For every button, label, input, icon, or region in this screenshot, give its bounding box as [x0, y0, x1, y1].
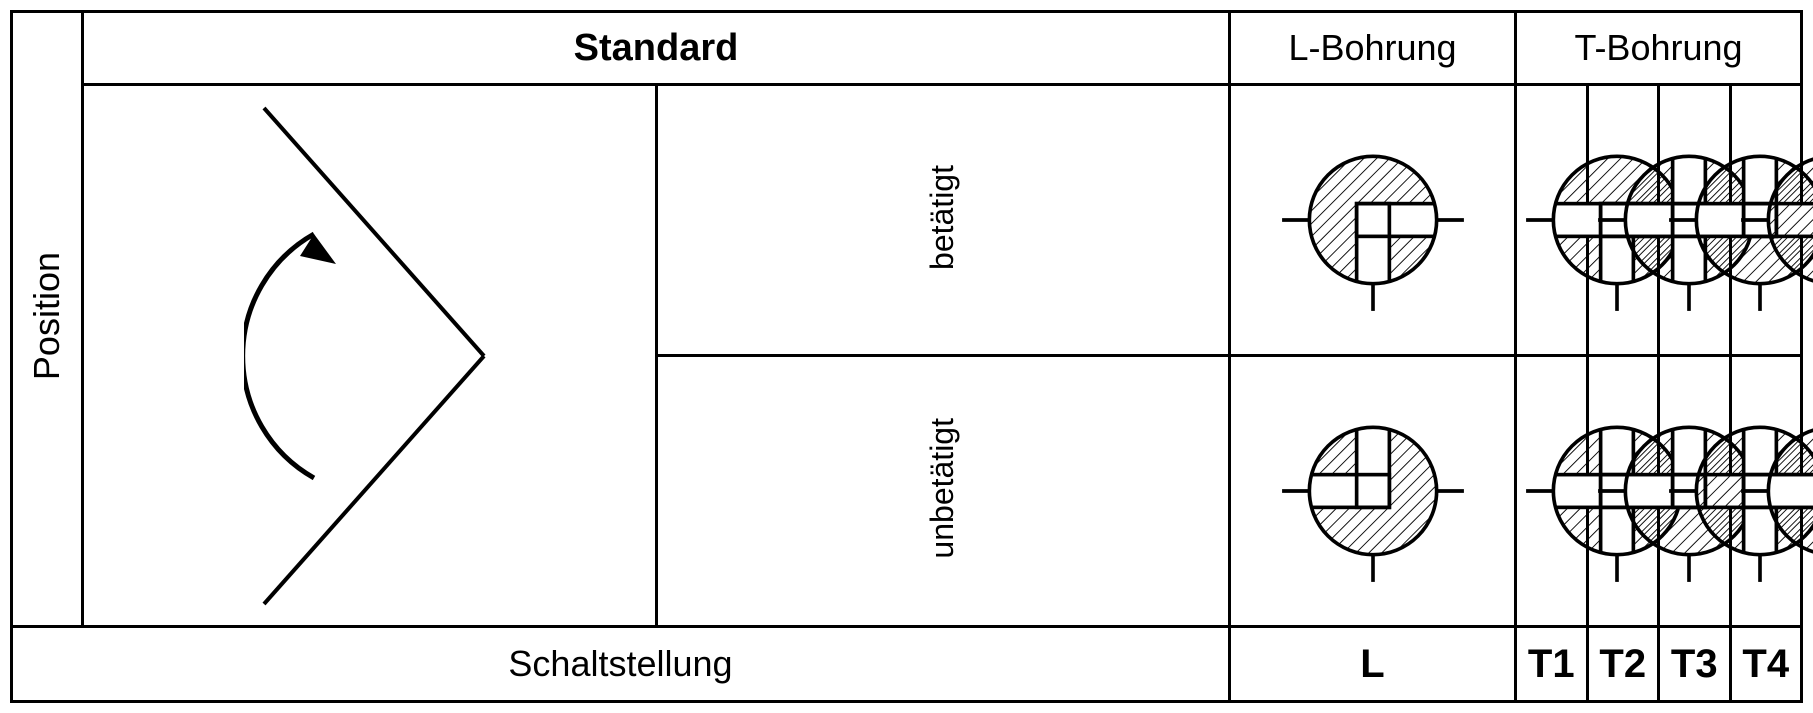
column-label: T1: [1516, 627, 1588, 702]
symbol-cell: [1516, 85, 1588, 356]
symbol-cell: [1230, 356, 1516, 627]
symbol-cell: [1730, 356, 1802, 627]
l-bore-header: L-Bohrung: [1230, 12, 1516, 85]
betaetigt-header: betätigt: [656, 85, 1230, 356]
rocker-diagram: [83, 85, 657, 627]
symbol-cell: [1659, 356, 1731, 627]
symbol-cell: [1587, 85, 1659, 356]
column-label: L: [1230, 627, 1516, 702]
valve-position-table: Position Standard L-Bohrung T-Bohrung be…: [10, 10, 1803, 703]
column-label: T3: [1659, 627, 1731, 702]
standard-header: Standard: [83, 12, 1230, 85]
symbol-cell: [1587, 356, 1659, 627]
symbol-cell: [1516, 356, 1588, 627]
column-label: T4: [1730, 627, 1802, 702]
symbol-cell: [1230, 85, 1516, 356]
symbol-cell: [1730, 85, 1802, 356]
position-header: Position: [12, 12, 83, 627]
t-bore-header: T-Bohrung: [1516, 12, 1802, 85]
symbol-cell: [1659, 85, 1731, 356]
column-label: T2: [1587, 627, 1659, 702]
schaltstellung-header: Schaltstellung: [12, 627, 1230, 702]
unbetaetigt-header: unbetätigt: [656, 356, 1230, 627]
